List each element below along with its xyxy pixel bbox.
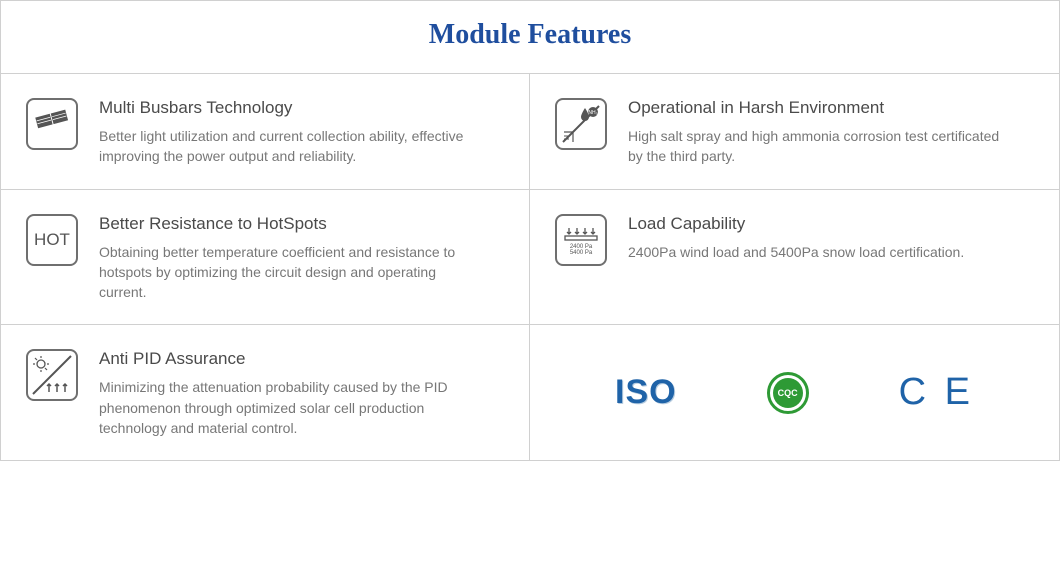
features-row-3: Anti PID Assurance Minimizing the attenu… (1, 325, 1059, 460)
icon-slot: NH₃ (552, 98, 610, 150)
features-row-1: Multi Busbars Technology Better light ut… (1, 74, 1059, 190)
hot-text: HOT (34, 230, 70, 250)
hot-icon: HOT (26, 214, 78, 266)
feature-title: Anti PID Assurance (99, 349, 507, 369)
feature-title: Operational in Harsh Environment (628, 98, 1037, 118)
feature-desc: Better light utilization and current col… (99, 126, 507, 167)
feature-title: Multi Busbars Technology (99, 98, 507, 118)
feature-text: Anti PID Assurance Minimizing the attenu… (99, 349, 507, 438)
feature-desc: Minimizing the attenuation probability c… (99, 377, 507, 438)
icon-slot (23, 349, 81, 401)
load-capability-icon: 2400 Pa 5400 Pa (555, 214, 607, 266)
icon-slot: HOT (23, 214, 81, 266)
anti-pid-icon (26, 349, 78, 401)
certifications-cell: ISO CQC C E (530, 325, 1059, 460)
feature-text: Load Capability 2400Pa wind load and 540… (628, 214, 1037, 262)
cqc-label: CQC (773, 378, 803, 408)
load-bottom-label: 5400 Pa (570, 250, 592, 256)
feature-title: Load Capability (628, 214, 1037, 234)
feature-anti-pid: Anti PID Assurance Minimizing the attenu… (1, 325, 530, 460)
cqc-cert-icon: CQC (767, 372, 809, 414)
feature-text: Multi Busbars Technology Better light ut… (99, 98, 507, 167)
icon-slot (23, 98, 81, 150)
svg-text:NH₃: NH₃ (588, 110, 597, 116)
feature-text: Better Resistance to HotSpots Obtaining … (99, 214, 507, 303)
ce-cert-icon: C E (899, 371, 974, 414)
feature-desc: 2400Pa wind load and 5400Pa snow load ce… (628, 242, 1037, 262)
solar-modules-icon (26, 98, 78, 150)
icon-slot: 2400 Pa 5400 Pa (552, 214, 610, 266)
harsh-environment-icon: NH₃ (555, 98, 607, 150)
iso-cert-icon: ISO (615, 373, 677, 412)
feature-text: Operational in Harsh Environment High sa… (628, 98, 1037, 167)
page-title: Module Features (429, 19, 631, 50)
feature-title: Better Resistance to HotSpots (99, 214, 507, 234)
feature-multi-busbars: Multi Busbars Technology Better light ut… (1, 74, 530, 189)
features-row-2: HOT Better Resistance to HotSpots Obtain… (1, 190, 1059, 326)
feature-desc: Obtaining better temperature coefficient… (99, 242, 507, 303)
module-features-panel: Module Features (0, 0, 1060, 461)
feature-load-capability: 2400 Pa 5400 Pa Load Capability 2400Pa w… (530, 190, 1059, 325)
feature-harsh-environment: NH₃ Operational in Harsh Environment Hig… (530, 74, 1059, 189)
header-row: Module Features (1, 1, 1059, 74)
feature-desc: High salt spray and high ammonia corrosi… (628, 126, 1037, 167)
feature-hotspots: HOT Better Resistance to HotSpots Obtain… (1, 190, 530, 325)
